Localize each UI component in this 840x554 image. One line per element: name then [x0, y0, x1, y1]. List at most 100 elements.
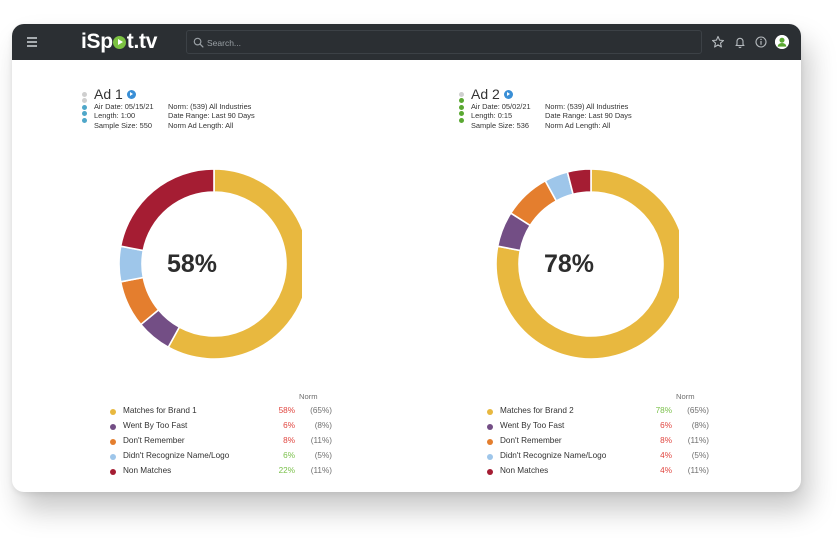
ad-2-status-dots	[459, 92, 465, 124]
legend-color-dot	[110, 409, 116, 415]
ad-1-donut-chart: 58%	[82, 164, 302, 364]
legend-color-dot	[487, 469, 493, 475]
status-dot	[82, 111, 87, 117]
ad-2-panel: Ad 2 Air Date: 05/02/21 Length: 0:15 Sam…	[459, 86, 801, 486]
info-icon[interactable]	[754, 35, 768, 49]
play-icon[interactable]	[503, 90, 513, 99]
norm-ad-length: Norm Ad Length: All	[545, 120, 611, 130]
legend-row: Went By Too Fast 6% (8%)	[108, 421, 338, 435]
status-dot	[459, 117, 464, 123]
legend-color-dot	[110, 439, 116, 445]
search-icon	[193, 37, 204, 48]
status-dot	[82, 104, 87, 110]
legend-row: Matches for Brand 2 78% (65%)	[485, 406, 715, 420]
status-dot	[82, 117, 87, 123]
app-window: iSp t.tv	[12, 24, 801, 492]
legend-row: Didn't Recognize Name/Logo 6% (5%)	[108, 451, 338, 465]
legend-label: Non Matches	[123, 466, 172, 475]
ispot-logo[interactable]: iSp t.tv	[81, 29, 157, 55]
ad-2-meta-right: Norm: (539) All Industries Date Range: L…	[545, 102, 632, 130]
legend-label: Matches for Brand 1	[123, 406, 197, 415]
legend-label: Non Matches	[500, 466, 549, 475]
ad-1-title-text: Ad 1	[94, 86, 123, 102]
ad-1-donut-svg	[118, 168, 302, 360]
donut-segment-matches-for-brand-1[interactable]	[167, 168, 302, 360]
ad-2-donut-chart: 78%	[459, 164, 679, 364]
play-icon[interactable]	[126, 90, 136, 99]
legend-color-dot	[487, 409, 493, 415]
status-dot	[459, 98, 464, 104]
ad-2-meta-left: Air Date: 05/02/21 Length: 0:15 Sample S…	[471, 102, 531, 130]
legend-row: Don't Remember 8% (11%)	[485, 436, 715, 450]
ad-1-status-dots	[82, 92, 88, 124]
legend-color-dot	[110, 424, 116, 430]
air-date: Air Date: 05/02/21	[471, 102, 531, 111]
date-range: Date Range: Last 90 Days	[545, 111, 632, 121]
status-dot	[459, 111, 464, 117]
norm: Norm: (539) All Industries	[545, 102, 629, 111]
donut-segment-non-matches[interactable]	[566, 168, 592, 196]
legend-value: 58%	[278, 406, 295, 415]
user-avatar-icon[interactable]	[775, 35, 789, 49]
logo-play-icon	[113, 36, 127, 49]
legend-norm-value: (8%)	[314, 421, 332, 430]
ad-2-center-percent: 78%	[543, 249, 595, 278]
legend-norm-value: (5%)	[691, 451, 709, 460]
legend-norm-value: (11%)	[310, 466, 332, 475]
bell-icon[interactable]	[733, 35, 747, 49]
legend-value: 4%	[660, 466, 672, 475]
status-dot	[82, 92, 87, 97]
legend-label: Went By Too Fast	[123, 421, 188, 430]
legend-label: Went By Too Fast	[500, 421, 565, 430]
legend-color-dot	[110, 454, 116, 460]
legend-label: Didn't Recognize Name/Logo	[500, 451, 607, 460]
legend-row: Went By Too Fast 6% (8%)	[485, 421, 715, 435]
sample-size: Sample Size: 550	[94, 120, 152, 130]
legend-value: 6%	[660, 421, 672, 430]
ad-1-meta-right: Norm: (539) All Industries Date Range: L…	[168, 102, 255, 130]
ad-1-center-percent: 58%	[166, 249, 218, 278]
legend-value: 8%	[283, 436, 295, 445]
date-range: Date Range: Last 90 Days	[168, 111, 255, 121]
ad-1-title: Ad 1	[94, 86, 136, 102]
legend-value: 4%	[660, 451, 672, 460]
legend-row: Matches for Brand 1 58% (65%)	[108, 406, 338, 420]
legend-value: 6%	[283, 451, 295, 460]
logo-text-left: iSp	[81, 30, 113, 53]
legend-color-dot	[487, 454, 493, 460]
norm-header: Norm	[299, 392, 318, 401]
legend-value: 8%	[660, 436, 672, 445]
norm-ad-length: Norm Ad Length: All	[168, 120, 234, 130]
legend-norm-value: (65%)	[310, 406, 332, 415]
status-dot	[459, 104, 464, 110]
legend-row: Don't Remember 8% (11%)	[108, 436, 338, 450]
legend-label: Didn't Recognize Name/Logo	[123, 451, 230, 460]
donut-segment-matches-for-brand-2[interactable]	[495, 168, 679, 360]
legend-value: 78%	[655, 406, 672, 415]
search-input[interactable]	[205, 34, 689, 52]
menu-icon[interactable]	[27, 37, 37, 47]
star-icon[interactable]	[711, 35, 725, 49]
legend-label: Don't Remember	[500, 436, 562, 445]
donut-segment-non-matches[interactable]	[119, 168, 215, 252]
norm-header: Norm	[676, 392, 695, 401]
search-bar[interactable]	[186, 30, 702, 54]
ad-1-meta-left: Air Date: 05/15/21 Length: 1:00 Sample S…	[94, 102, 154, 130]
logo-text-right: t.tv	[126, 30, 158, 53]
legend-value: 6%	[283, 421, 295, 430]
legend-row: Non Matches 4% (11%)	[485, 466, 715, 480]
legend-label: Don't Remember	[123, 436, 185, 445]
sample-size: Sample Size: 536	[471, 120, 529, 130]
ad-1-panel: Ad 1 Air Date: 05/15/21 Length: 1:00 Sam…	[82, 86, 452, 486]
ad-2-title: Ad 2	[471, 86, 513, 102]
user-silhouette-icon	[775, 35, 789, 49]
legend-value: 22%	[278, 466, 295, 475]
length: Length: 0:15	[471, 111, 513, 121]
legend-color-dot	[487, 424, 493, 430]
length: Length: 1:00	[94, 111, 136, 121]
legend-norm-value: (5%)	[314, 451, 332, 460]
ad-2-donut-svg	[495, 168, 679, 360]
legend-norm-value: (11%)	[310, 436, 332, 445]
status-dot	[459, 92, 464, 97]
legend-row: Non Matches 22% (11%)	[108, 466, 338, 480]
